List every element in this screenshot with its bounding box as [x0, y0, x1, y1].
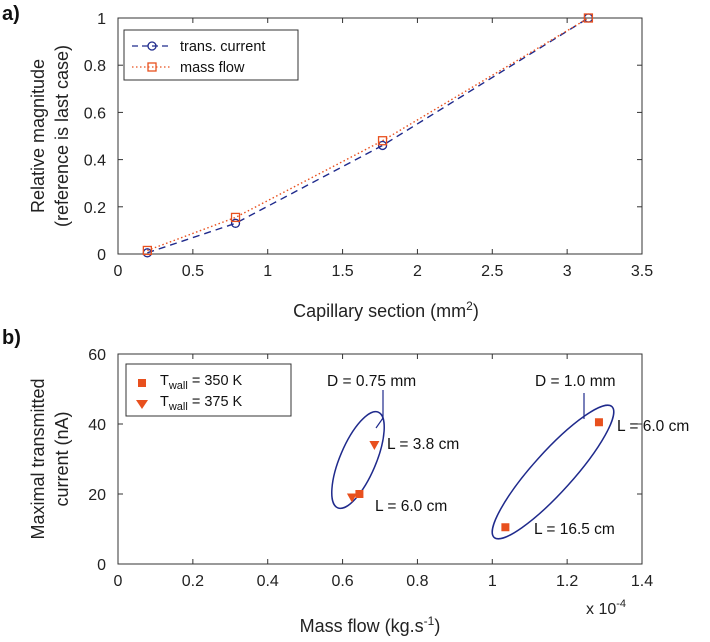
- point-375k: [346, 493, 357, 503]
- chart-a-xlabel: Capillary section (mm2): [293, 299, 479, 321]
- chart-a-xtick-label: 1.5: [331, 263, 353, 280]
- annotation-l38: L = 3.8 cm: [387, 436, 459, 453]
- leader-line-d075: [375, 390, 384, 429]
- chart-a: a) 0 0.5 1 1.5 2 2.5 3 3.5 0 0.2 0.4 0.6 0.8 1 Relati…: [2, 3, 653, 321]
- chart-b-legend: Twall = 350 K Twall = 375 K: [125, 363, 292, 417]
- legend-label-350k: Twall = 350 K: [160, 373, 243, 392]
- chart-b-xlabel: Mass flow (kg.s-1): [300, 614, 441, 636]
- point-375k: [369, 441, 380, 450]
- chart-a-ylabel-line1: Relative magnitude: [28, 59, 48, 213]
- point-350k: [594, 418, 603, 427]
- annotation-l60-right: L = 6.0 cm: [617, 418, 689, 435]
- chart-a-ytick-label: 0.8: [84, 58, 106, 75]
- chart-b-ylabel-line2: current (nA): [52, 411, 72, 506]
- chart-b: b) 0 0.2 0.4 0.6 0.8 1 1.2 1.4 0 20 40 60 D = 0.75 …: [2, 327, 689, 636]
- legend-label-375k: Twall = 375 K: [160, 394, 243, 413]
- chart-b-xtick-label: 1.2: [556, 573, 578, 590]
- chart-a-xtick-label: 2: [413, 263, 422, 280]
- point-mass-flow: [377, 136, 388, 146]
- chart-a-xtick-label: 3: [563, 263, 572, 280]
- chart-a-xtick-label: 3.5: [631, 263, 653, 280]
- chart-b-xtick-label: 0.2: [182, 573, 204, 590]
- chart-a-ytick-label: 0: [97, 247, 106, 264]
- chart-a-xtick-label: 0.5: [182, 263, 204, 280]
- ellipse-d10: [491, 404, 615, 540]
- chart-b-x-multiplier: x 10-4: [586, 598, 626, 618]
- chart-a-ytick-label: 0.4: [84, 153, 106, 170]
- point-350k: [501, 523, 510, 532]
- chart-b-xtick-label: 0.6: [331, 573, 353, 590]
- chart-a-xtick-label: 2.5: [481, 263, 503, 280]
- panel-a-label: a): [2, 3, 20, 25]
- chart-b-ytick-label: 20: [88, 487, 106, 504]
- ellipse-d075: [331, 410, 385, 510]
- chart-b-ytick-label: 0: [97, 557, 106, 574]
- legend-marker-375k: [136, 400, 148, 409]
- chart-a-ytick-label: 1: [97, 11, 106, 28]
- point-mass-flow: [583, 13, 594, 23]
- chart-a-legend-box: [123, 29, 299, 81]
- annotation-l60-left: L = 6.0 cm: [375, 498, 447, 515]
- chart-b-xtick-label: 1: [488, 573, 497, 590]
- chart-a-ytick-label: 0.2: [84, 200, 106, 217]
- legend-marker-mass-flow: [147, 62, 157, 72]
- chart-b-ticks: 0 0.2 0.4 0.6 0.8 1 1.2 1.4 0 20 40 60: [88, 347, 653, 590]
- legend-marker-350k: [138, 379, 146, 387]
- chart-a-legend: trans. current mass flow: [123, 29, 299, 81]
- legend-label-mass-flow: mass flow: [180, 60, 245, 76]
- chart-b-legend-box: [125, 363, 292, 417]
- chart-b-xtick-label: 1.4: [631, 573, 653, 590]
- chart-b-series: [346, 418, 603, 532]
- chart-b-ytick-label: 40: [88, 417, 106, 434]
- chart-a-series: [142, 13, 594, 258]
- point-trans-current: [230, 218, 241, 228]
- chart-b-ytick-label: 60: [88, 347, 106, 364]
- legend-label-trans-current: trans. current: [180, 39, 265, 55]
- point-mass-flow: [142, 245, 152, 256]
- point-trans-current: [377, 140, 388, 151]
- point-mass-flow: [230, 212, 241, 223]
- annotation-d10: D = 1.0 mm: [535, 373, 616, 390]
- chart-a-ytick-label: 0.6: [84, 105, 106, 122]
- point-350k: [355, 490, 364, 498]
- chart-b-xtick-label: 0: [114, 573, 123, 590]
- annotation-l165: L = 16.5 cm: [534, 521, 615, 538]
- legend-marker-trans-current: [147, 41, 157, 51]
- panel-b-label: b): [2, 327, 21, 349]
- chart-a-ylabel-line2: (reference is last case): [52, 45, 72, 227]
- chart-a-xtick-label: 0: [114, 263, 123, 280]
- chart-b-xtick-label: 0.8: [406, 573, 428, 590]
- chart-b-ylabel-line1: Maximal transmitted: [28, 378, 48, 539]
- chart-b-xtick-label: 0.4: [257, 573, 279, 590]
- series-line-mass-flow: [147, 17, 589, 252]
- chart-a-xtick-label: 1: [263, 263, 272, 280]
- annotation-d075: D = 0.75 mm: [327, 373, 416, 390]
- chart-a-ticks: 0 0.5 1 1.5 2 2.5 3 3.5 0 0.2 0.4 0.6 0.8 1: [84, 11, 653, 280]
